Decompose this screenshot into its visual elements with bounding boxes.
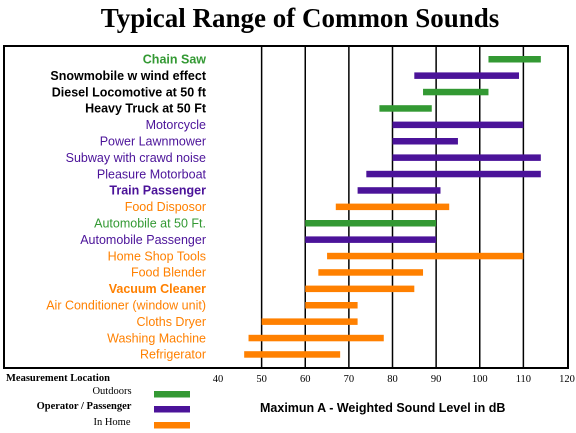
category-label: Vacuum Cleaner [109,282,206,296]
range-bar [305,236,437,243]
category-label: Automobile at 50 Ft. [94,217,206,231]
x-tick-labels: 40 50 60 70 80 90 100 110 120 [213,374,575,385]
range-bar [379,105,432,112]
range-bar [414,72,520,79]
grid-lines [260,47,525,367]
legend-swatch [154,406,190,413]
legend: Measurement Location Outdoors Operator / P… [6,373,190,429]
category-label: Snowmobile w wind effect [50,69,206,83]
range-bar [318,269,424,276]
range-bar [244,351,341,358]
chart-title: Typical Range of Common Sounds [101,3,500,33]
category-label: Diesel Locomotive at 50 ft [52,85,207,99]
category-label: Washing Machine [107,331,206,345]
range-bar [261,318,358,325]
range-bar [392,154,541,161]
category-label: Motorcycle [146,118,206,132]
range-bar [423,88,489,96]
category-label: Cloths Dryer [137,315,206,329]
category-label: Air Conditioner (window unit) [46,299,206,313]
x-tick-label: 70 [344,374,355,385]
range-bar [366,170,541,178]
category-label: Home Shop Tools [108,249,206,263]
category-label: Train Passenger [109,184,206,198]
legend-swatch [154,391,190,398]
category-label: Subway with crawd noise [66,151,206,165]
category-label: Refrigerator [140,348,206,362]
range-bar [305,285,415,293]
x-tick-label: 60 [300,374,311,385]
range-bar [392,121,524,129]
plot-frame [3,45,569,369]
category-label: Food Blender [131,266,206,280]
category-labels: Chain Saw Snowmobile w wind effect Diesel … [46,53,207,362]
x-tick-label: 110 [516,374,531,385]
category-label: Chain Saw [143,53,206,67]
category-label: Pleasure Motorboat [97,167,207,181]
x-tick-label: 50 [256,374,267,385]
category-label: Heavy Truck at 50 Ft [85,102,207,116]
x-tick-label: 40 [213,374,224,385]
range-bar [327,252,524,260]
x-tick-label: 100 [472,374,488,385]
x-tick-label: 80 [387,374,398,385]
range-bar [392,138,458,145]
legend-label: Operator / Passenger [37,401,132,412]
range-bar [488,56,541,63]
category-label: Power Lawnmower [100,135,206,149]
range-bar [305,302,358,309]
x-axis-label: Maximun A - Weighted Sound Level in dB [260,401,505,415]
range-bar [305,220,437,227]
legend-swatch [154,422,190,429]
category-label: Food Disposor [125,200,206,214]
range-bar [357,187,441,194]
x-tick-label: 120 [559,374,575,385]
legend-label: Outdoors [92,386,131,397]
range-bars [244,56,541,358]
legend-title: Measurement Location [6,373,110,384]
range-bar [335,203,450,211]
legend-label: In Home [93,417,130,428]
x-tick-label: 90 [431,374,442,385]
category-label: Automobile Passenger [80,233,206,247]
range-bar [248,334,384,342]
